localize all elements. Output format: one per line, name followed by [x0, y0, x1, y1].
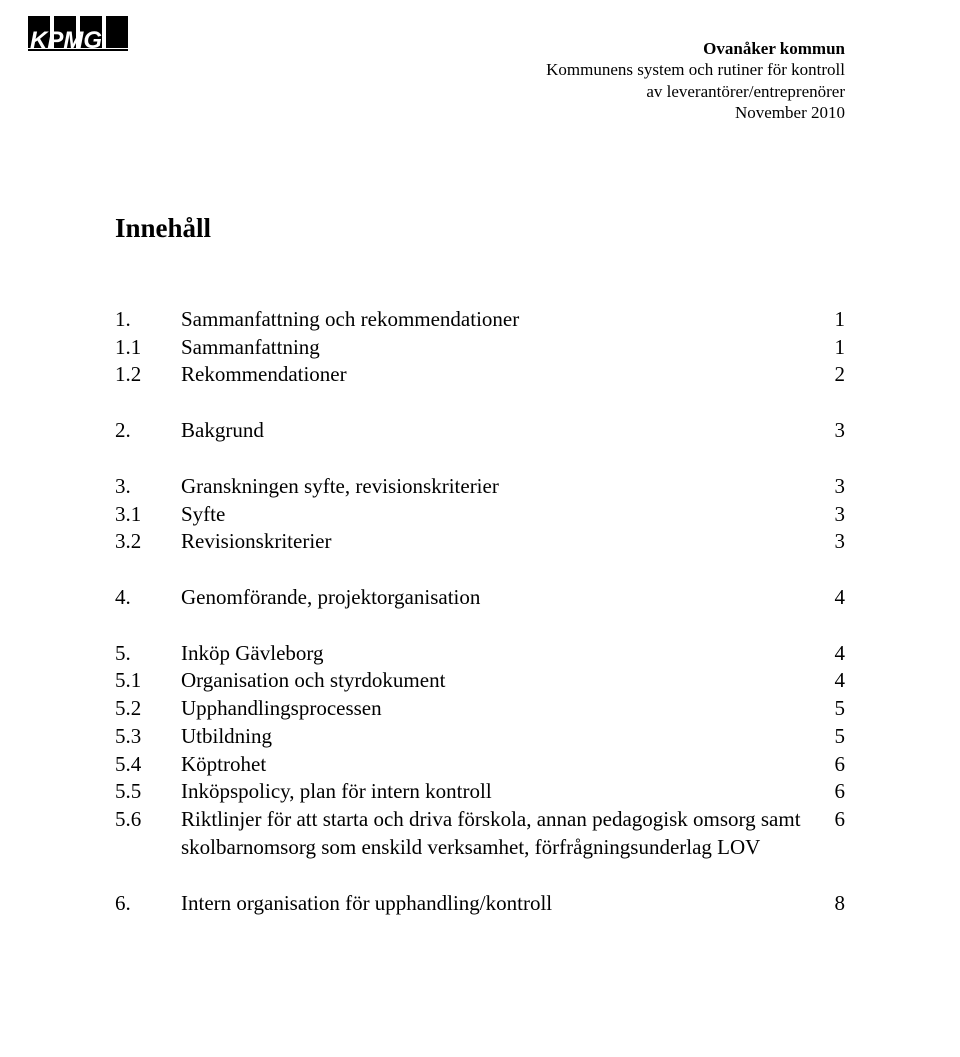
header-line-2: Kommunens system och rutiner för kontrol…: [115, 59, 845, 80]
toc-entry-number: 5.4: [115, 751, 181, 779]
toc-entry: 3.2Revisionskriterier3: [115, 528, 845, 556]
toc-entry: 1.Sammanfattning och rekommendationer1: [115, 306, 845, 334]
toc-entry-page: 3: [819, 473, 845, 501]
toc-entry-title: Bakgrund: [181, 417, 819, 445]
toc-entry: 3.Granskningen syfte, revisionskriterier…: [115, 473, 845, 501]
toc-entry-number: 2.: [115, 417, 181, 445]
toc-entry-page: 4: [819, 584, 845, 612]
toc-entry-page: 3: [819, 417, 845, 445]
toc-entry-page: 3: [819, 528, 845, 556]
toc-entry-page: 6: [819, 751, 845, 779]
toc-entry-page: 4: [819, 640, 845, 668]
toc-entry-number: 4.: [115, 584, 181, 612]
toc-section-gap: [115, 389, 845, 417]
header-line-3: av leverantörer/entreprenörer: [115, 81, 845, 102]
toc-entry-number: 5.1: [115, 667, 181, 695]
toc-entry: 5.4Köptrohet6: [115, 751, 845, 779]
toc-entry-page: 2: [819, 361, 845, 389]
toc-entry: 5.Inköp Gävleborg4: [115, 640, 845, 668]
toc-entry-page: 1: [819, 334, 845, 362]
toc-entry-title: Inköp Gävleborg: [181, 640, 819, 668]
toc-entry-title: Sammanfattning: [181, 334, 819, 362]
toc-entry: 5.3Utbildning5: [115, 723, 845, 751]
toc-entry: 5.1Organisation och styrdokument4: [115, 667, 845, 695]
toc-entry-title: Inköpspolicy, plan för intern kontroll: [181, 778, 819, 806]
toc-entry-page: 8: [819, 890, 845, 918]
toc-entry-title: Upphandlingsprocessen: [181, 695, 819, 723]
toc-entry-title: Genomförande, projektorganisation: [181, 584, 819, 612]
toc-entry: 5.5Inköpspolicy, plan för intern kontrol…: [115, 778, 845, 806]
header-line-1: Ovanåker kommun: [115, 38, 845, 59]
toc-entry-number: 1.1: [115, 334, 181, 362]
toc-entry-title: Revisionskriterier: [181, 528, 819, 556]
toc-entry-title: Granskningen syfte, revisionskriterier: [181, 473, 819, 501]
toc-entry-title: Syfte: [181, 501, 819, 529]
toc-title: Innehåll: [115, 213, 845, 244]
toc-entry-title: Utbildning: [181, 723, 819, 751]
toc-section-gap: [115, 556, 845, 584]
toc-entry-page: 5: [819, 723, 845, 751]
table-of-contents: 1.Sammanfattning och rekommendationer11.…: [115, 306, 845, 917]
toc-section-gap: [115, 612, 845, 640]
header-line-4: November 2010: [115, 102, 845, 123]
kpmg-logo: KPMG: [28, 16, 140, 62]
toc-entry-number: 5.: [115, 640, 181, 668]
toc-entry-page: 3: [819, 501, 845, 529]
toc-entry: 4.Genomförande, projektorganisation4: [115, 584, 845, 612]
toc-entry-title: Organisation och styrdokument: [181, 667, 819, 695]
document-header: Ovanåker kommun Kommunens system och rut…: [115, 38, 845, 123]
toc-entry-title: Intern organisation för upphandling/kont…: [181, 890, 819, 918]
toc-entry: 6.Intern organisation för upphandling/ko…: [115, 890, 845, 918]
toc-entry-title: Riktlinjer för att starta och driva förs…: [181, 806, 819, 861]
toc-entry-page: 6: [819, 806, 845, 834]
toc-entry-number: 1.2: [115, 361, 181, 389]
toc-entry: 3.1Syfte3: [115, 501, 845, 529]
toc-entry: 2.Bakgrund3: [115, 417, 845, 445]
toc-entry: 5.6Riktlinjer för att starta och driva f…: [115, 806, 845, 861]
toc-entry-number: 5.2: [115, 695, 181, 723]
document-page: Ovanåker kommun Kommunens system och rut…: [0, 0, 960, 937]
toc-entry-number: 5.6: [115, 806, 181, 834]
toc-section-gap: [115, 445, 845, 473]
toc-entry: 5.2Upphandlingsprocessen5: [115, 695, 845, 723]
toc-entry-page: 5: [819, 695, 845, 723]
toc-entry-title: Rekommendationer: [181, 361, 819, 389]
toc-entry-number: 3.: [115, 473, 181, 501]
toc-entry-number: 5.3: [115, 723, 181, 751]
toc-entry-number: 6.: [115, 890, 181, 918]
toc-section-gap: [115, 862, 845, 890]
toc-entry: 1.1Sammanfattning1: [115, 334, 845, 362]
toc-entry-page: 4: [819, 667, 845, 695]
toc-entry-title: Köptrohet: [181, 751, 819, 779]
toc-entry-number: 5.5: [115, 778, 181, 806]
toc-entry-title: Sammanfattning och rekommendationer: [181, 306, 819, 334]
toc-entry-number: 3.1: [115, 501, 181, 529]
toc-entry-page: 6: [819, 778, 845, 806]
toc-entry-number: 3.2: [115, 528, 181, 556]
toc-entry-page: 1: [819, 306, 845, 334]
toc-entry: 1.2Rekommendationer2: [115, 361, 845, 389]
toc-entry-number: 1.: [115, 306, 181, 334]
